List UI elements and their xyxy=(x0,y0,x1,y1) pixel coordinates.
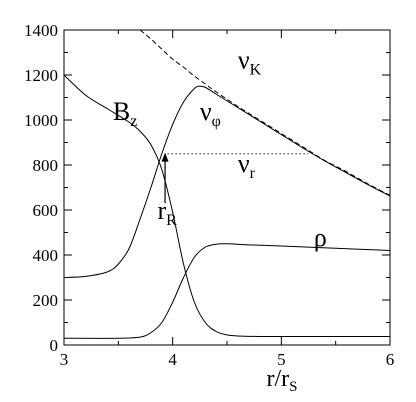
r-r-arrow-head xyxy=(161,152,169,162)
curve-label: Bz xyxy=(113,97,137,130)
y-tick-label: 1400 xyxy=(24,21,58,40)
curve-label: νK xyxy=(238,45,262,78)
x-tick-label: 3 xyxy=(60,350,69,369)
series-curves xyxy=(63,29,391,339)
y-tick-label: 600 xyxy=(33,201,59,220)
x-axis-title: r/rS xyxy=(267,366,298,395)
axis-ticks: 3 4 5 6 0 200 400 600 800 1000 1200 1400 xyxy=(24,21,394,369)
y-tick-label: 400 xyxy=(33,246,59,265)
y-tick-label: 200 xyxy=(33,291,59,310)
series-line-v-phi xyxy=(63,85,391,278)
x-tick-label: 5 xyxy=(277,350,286,369)
series-line-v-k xyxy=(139,29,391,196)
curve-label: νφ xyxy=(200,97,221,130)
series-line-b-z xyxy=(63,74,390,337)
curve-label: ρ xyxy=(314,223,327,252)
y-tick-label: 1000 xyxy=(24,111,58,130)
curve-label: rR xyxy=(157,196,177,229)
annotations: νK νφ Bz νr rR ρ xyxy=(113,45,327,252)
y-tick-label: 1200 xyxy=(24,66,58,85)
plot-area xyxy=(63,29,391,346)
y-tick-label: 0 xyxy=(50,336,59,355)
y-tick-label: 800 xyxy=(33,156,59,175)
x-tick-label: 6 xyxy=(386,350,395,369)
series-line-rho xyxy=(63,243,391,339)
curve-label: νr xyxy=(238,149,256,182)
x-tick-label: 4 xyxy=(168,350,177,369)
